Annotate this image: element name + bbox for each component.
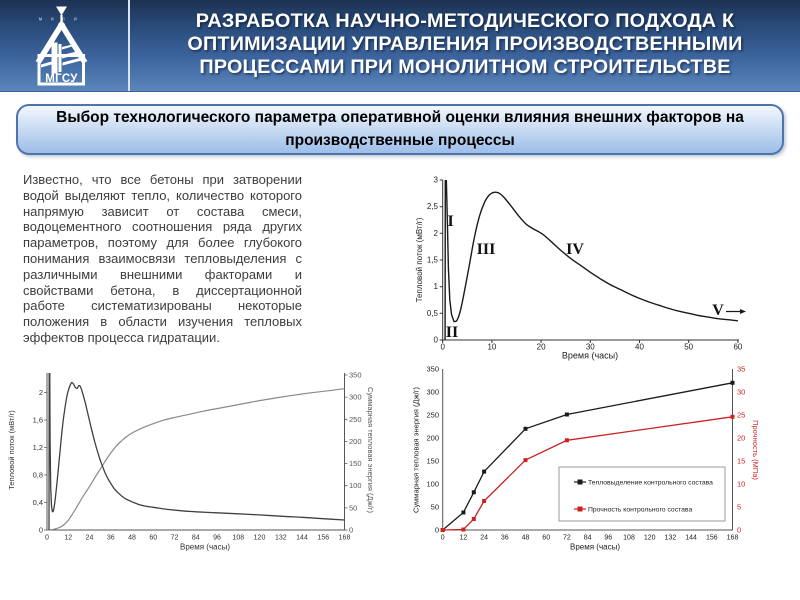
- svg-text:0: 0: [434, 336, 439, 345]
- svg-text:36: 36: [107, 535, 115, 542]
- svg-text:48: 48: [128, 535, 136, 542]
- svg-text:1,5: 1,5: [427, 256, 439, 265]
- svg-text:36: 36: [501, 535, 509, 542]
- svg-text:300: 300: [349, 393, 362, 402]
- svg-text:3: 3: [434, 176, 439, 185]
- svg-text:108: 108: [232, 535, 244, 542]
- svg-text:84: 84: [584, 535, 592, 542]
- svg-text:24: 24: [480, 535, 488, 542]
- svg-text:12: 12: [64, 535, 72, 542]
- svg-text:II: II: [446, 324, 458, 341]
- svg-text:150: 150: [426, 457, 439, 466]
- svg-text:МИСИ: МИСИ: [39, 17, 86, 22]
- svg-text:0: 0: [440, 343, 445, 352]
- svg-text:50: 50: [431, 503, 439, 512]
- svg-text:20: 20: [537, 343, 546, 352]
- svg-text:5: 5: [737, 503, 741, 512]
- svg-text:Суммарная тепловая энергия (Дж: Суммарная тепловая энергия (Дж/г): [366, 387, 375, 513]
- svg-text:144: 144: [685, 535, 697, 542]
- svg-text:40: 40: [635, 343, 644, 352]
- svg-text:1: 1: [434, 282, 439, 291]
- svg-text:Прочность (МПа): Прочность (МПа): [751, 420, 760, 480]
- svg-text:0: 0: [349, 526, 353, 535]
- svg-text:350: 350: [349, 371, 362, 380]
- svg-text:Прочность контрольного состава: Прочность контрольного состава: [588, 507, 692, 514]
- svg-text:Суммарная тепловая энергия (Дж: Суммарная тепловая энергия (Дж/г): [412, 387, 421, 513]
- svg-text:96: 96: [213, 535, 221, 542]
- svg-text:72: 72: [563, 535, 571, 542]
- svg-text:0: 0: [435, 526, 439, 535]
- svg-text:Время (часы): Время (часы): [180, 543, 230, 552]
- svg-text:0,4: 0,4: [33, 498, 43, 507]
- svg-text:V: V: [712, 302, 724, 319]
- svg-text:300: 300: [426, 388, 439, 397]
- svg-text:0,8: 0,8: [33, 471, 43, 480]
- svg-text:Тепловыделение контрольного со: Тепловыделение контрольного состава: [588, 480, 713, 487]
- svg-text:250: 250: [426, 411, 439, 420]
- svg-text:144: 144: [296, 535, 308, 542]
- svg-text:IV: IV: [566, 241, 584, 258]
- svg-text:156: 156: [706, 535, 718, 542]
- svg-text:0: 0: [45, 535, 49, 542]
- svg-text:156: 156: [317, 535, 329, 542]
- svg-text:0,5: 0,5: [427, 309, 439, 318]
- svg-text:30: 30: [737, 388, 745, 397]
- svg-text:72: 72: [171, 535, 179, 542]
- svg-text:Время (часы): Время (часы): [562, 351, 618, 361]
- svg-text:10: 10: [737, 480, 745, 489]
- svg-text:Тепловой поток (мВт/г): Тепловой поток (мВт/г): [7, 410, 16, 490]
- svg-text:120: 120: [254, 535, 266, 542]
- svg-text:15: 15: [737, 457, 745, 466]
- svg-text:I: I: [447, 213, 453, 230]
- svg-text:0: 0: [441, 535, 445, 542]
- svg-text:100: 100: [349, 481, 362, 490]
- svg-text:0: 0: [39, 526, 43, 535]
- svg-text:84: 84: [192, 535, 200, 542]
- svg-text:III: III: [477, 241, 496, 258]
- svg-text:Время (часы): Время (часы): [570, 543, 620, 552]
- svg-text:120: 120: [644, 535, 656, 542]
- svg-text:250: 250: [349, 415, 362, 424]
- svg-text:50: 50: [684, 343, 693, 352]
- svg-text:60: 60: [733, 343, 742, 352]
- svg-text:60: 60: [149, 535, 157, 542]
- svg-text:60: 60: [542, 535, 550, 542]
- svg-text:350: 350: [426, 365, 439, 374]
- svg-text:24: 24: [86, 535, 94, 542]
- svg-text:0: 0: [737, 526, 741, 535]
- svg-text:50: 50: [349, 503, 357, 512]
- svg-text:100: 100: [426, 480, 439, 489]
- svg-text:132: 132: [665, 535, 677, 542]
- svg-text:Тепловой поток (мВт/г): Тепловой поток (мВт/г): [415, 217, 424, 302]
- svg-text:200: 200: [349, 437, 362, 446]
- svg-text:35: 35: [737, 365, 745, 374]
- svg-text:30: 30: [586, 343, 595, 352]
- svg-text:108: 108: [623, 535, 635, 542]
- svg-text:2: 2: [434, 229, 439, 238]
- svg-text:168: 168: [727, 535, 739, 542]
- svg-text:10: 10: [487, 343, 496, 352]
- svg-text:12: 12: [460, 535, 468, 542]
- svg-text:МГСУ: МГСУ: [45, 73, 78, 85]
- svg-text:48: 48: [522, 535, 530, 542]
- svg-text:168: 168: [339, 535, 351, 542]
- svg-text:25: 25: [737, 411, 745, 420]
- svg-text:132: 132: [275, 535, 287, 542]
- svg-text:2: 2: [39, 388, 43, 397]
- svg-text:2,5: 2,5: [427, 202, 439, 211]
- svg-text:150: 150: [349, 459, 362, 468]
- svg-text:96: 96: [604, 535, 612, 542]
- svg-text:1,2: 1,2: [33, 443, 43, 452]
- svg-text:20: 20: [737, 434, 745, 443]
- svg-text:200: 200: [426, 434, 439, 443]
- svg-text:1,6: 1,6: [33, 416, 43, 425]
